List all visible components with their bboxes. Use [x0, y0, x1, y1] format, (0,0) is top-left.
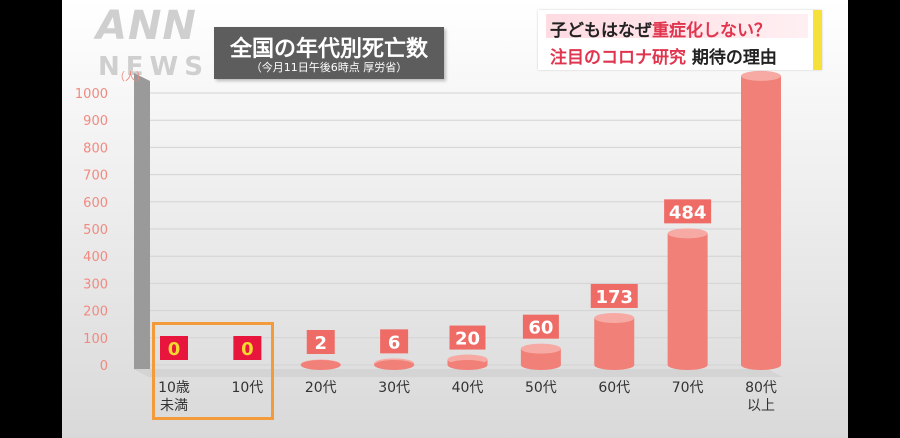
news-logo: NEWS: [98, 52, 209, 82]
bar-base: [667, 360, 708, 370]
headline-line2: 注目のコロナ研究 期待の理由: [550, 43, 777, 68]
value-label: 60: [528, 318, 553, 339]
y-tick-label: 800: [83, 141, 108, 156]
value-label-box: [449, 325, 486, 350]
y-tick-label: 900: [83, 114, 108, 129]
value-label-box: [590, 283, 638, 308]
bar-top: [594, 312, 635, 323]
under-20-highlight-box: [152, 322, 274, 420]
bar-base: [447, 360, 488, 370]
value-label: 484: [669, 202, 707, 223]
tv-screen: ANN NEWS 0 100 200 300 400 500 600 700 800 900 100…: [62, 0, 848, 438]
y-tick-label: 1000: [75, 87, 108, 102]
category-label: 20代: [305, 380, 337, 396]
category-label: 40代: [452, 380, 484, 396]
headline-band: [546, 14, 808, 38]
value-label: 2: [314, 333, 327, 354]
y-tick-label: 600: [83, 196, 108, 211]
chart-floor: [134, 369, 783, 377]
y-tick-label: 200: [83, 305, 108, 320]
y-axis-unit: （人）: [114, 70, 147, 83]
y-tick-label: 700: [83, 169, 108, 184]
y-tick-label: 500: [83, 223, 108, 238]
value-label-box: [233, 336, 262, 360]
bar-base: [594, 360, 635, 370]
value-label-box: [306, 330, 335, 354]
value-label: 0: [241, 339, 254, 360]
headline-line2-b: 期待の理由: [691, 48, 777, 68]
value-label: 0: [168, 339, 181, 360]
bar-base: [374, 360, 415, 370]
category-label: 未満: [160, 398, 188, 414]
chart-title-box: 全国の年代別死亡数 （今月11日午後6時点 厚労省）: [214, 27, 444, 79]
axis-side-panel: [134, 73, 150, 377]
value-label: 20: [455, 329, 480, 350]
bar-top: [741, 70, 781, 81]
category-label: 50代: [525, 380, 557, 396]
headline-line1-a: 子どもはなぜ: [550, 21, 652, 41]
value-label-box: [522, 314, 559, 339]
y-tick-label: 400: [83, 250, 108, 265]
headline-line2-a: 注目のコロナ研究: [550, 48, 686, 68]
bar-base: [520, 360, 561, 370]
headline-line1: 子どもはなぜ重症化しない？: [550, 16, 771, 41]
y-tick-label: 100: [83, 332, 108, 347]
value-label-box: [380, 329, 409, 354]
value-label-box: [664, 199, 712, 224]
bar-top: [667, 228, 708, 239]
chart-subtitle: （今月11日午後6時点 厚労省）: [250, 61, 408, 74]
category-label: 10代: [231, 380, 263, 396]
value-label: 173: [595, 287, 633, 308]
value-label-box: [160, 336, 188, 360]
category-label: 30代: [378, 380, 410, 396]
ann-logo: ANN: [96, 3, 197, 49]
bar-chart: 01002003004005006007008009001000（人）010歳未…: [75, 41, 790, 414]
bar-top: [520, 343, 561, 354]
value-label: 6: [388, 332, 401, 353]
news-headline: 子どもはなぜ重症化しない？ 注目のコロナ研究 期待の理由: [538, 10, 822, 70]
headline-line1-b: 重症化しない？: [652, 21, 771, 41]
category-label: 以上: [747, 398, 775, 414]
bar-base: [741, 360, 781, 370]
y-tick-label: 0: [100, 359, 108, 374]
category-label: 10歳: [158, 380, 190, 396]
category-label: 70代: [672, 380, 704, 396]
category-label: 60代: [598, 380, 630, 396]
bar: [594, 317, 635, 365]
category-label: 80代: [745, 380, 777, 396]
bar-base: [300, 360, 341, 370]
y-tick-label: 300: [83, 277, 108, 292]
bar: [667, 233, 708, 365]
bar: [741, 75, 781, 365]
chart-title: 全国の年代別死亡数: [229, 37, 428, 62]
